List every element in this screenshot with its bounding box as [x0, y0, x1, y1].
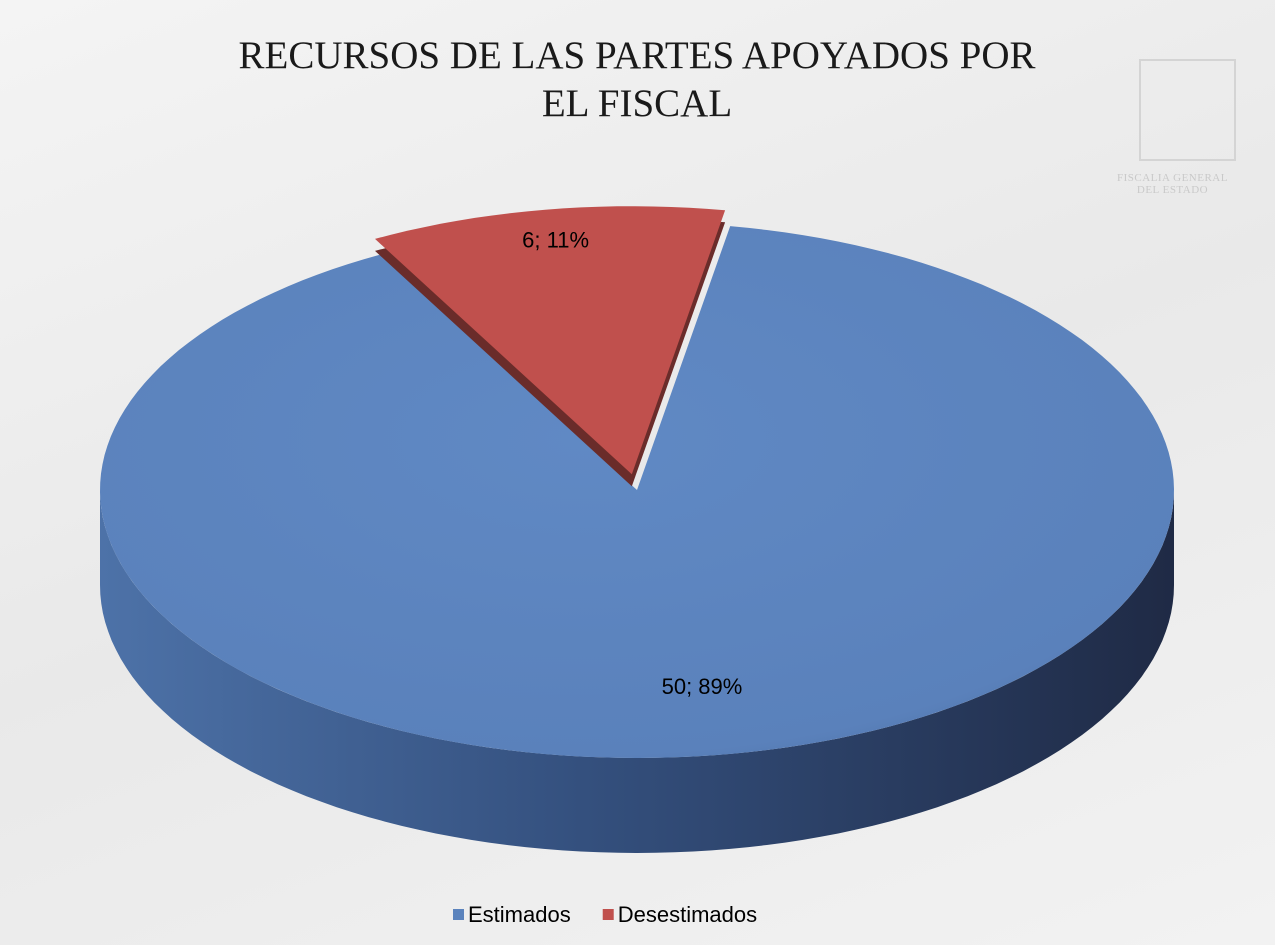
- logo: [1139, 59, 1236, 161]
- data-label: 6; 11%: [522, 227, 589, 252]
- legend-swatch: [453, 909, 464, 920]
- slice: [100, 226, 1174, 759]
- slice-side: [100, 490, 1174, 853]
- slice: [375, 206, 726, 475]
- legend-label: Estimados: [468, 902, 571, 927]
- chart-title: RECURSOS DE LAS PARTES APOYADOS POR EL F…: [238, 34, 1036, 125]
- data-label: 50; 89%: [662, 674, 743, 699]
- legend-label: Desestimados: [618, 902, 757, 927]
- watermark: FISCALIA GENERAL DEL ESTADO: [1117, 172, 1228, 196]
- legend-swatch: [602, 909, 614, 920]
